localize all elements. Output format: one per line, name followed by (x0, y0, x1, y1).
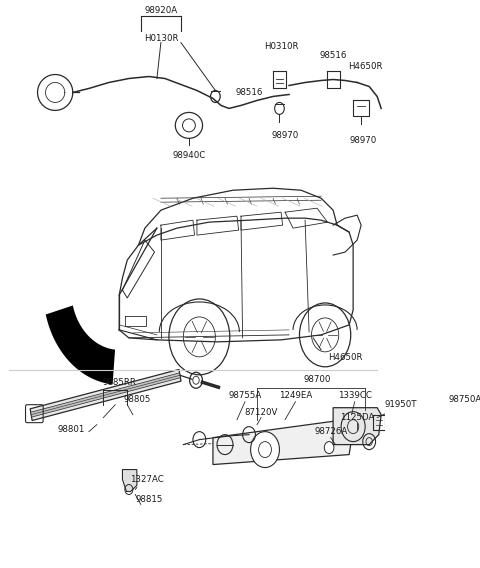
Text: 98726A: 98726A (314, 427, 348, 436)
Text: 98516: 98516 (235, 88, 263, 97)
Text: 9885RR: 9885RR (102, 378, 136, 387)
Text: H0310R: H0310R (264, 42, 298, 51)
Text: 98805: 98805 (123, 395, 151, 404)
Text: 1327AC: 1327AC (130, 475, 163, 484)
Text: 98920A: 98920A (144, 6, 178, 15)
Text: H0130R: H0130R (144, 34, 178, 43)
Text: 1339CC: 1339CC (338, 391, 372, 400)
Circle shape (251, 432, 279, 467)
Text: 98755A: 98755A (228, 391, 262, 400)
Text: 1249EA: 1249EA (279, 391, 312, 400)
Polygon shape (333, 408, 381, 445)
Text: 98516: 98516 (319, 51, 347, 60)
Polygon shape (30, 369, 181, 420)
Text: H4650R: H4650R (328, 353, 362, 362)
Text: 98970: 98970 (349, 136, 376, 145)
Text: 87120V: 87120V (244, 408, 278, 417)
Polygon shape (46, 306, 115, 385)
Polygon shape (213, 420, 353, 465)
Text: 91950T: 91950T (385, 400, 418, 409)
Text: 98940C: 98940C (172, 151, 205, 160)
Text: 98970: 98970 (271, 131, 299, 140)
Text: 98750A: 98750A (449, 395, 480, 404)
Text: 98700: 98700 (303, 375, 331, 385)
Text: 1125DA: 1125DA (340, 413, 374, 422)
Polygon shape (122, 470, 137, 491)
Polygon shape (399, 408, 464, 448)
Circle shape (324, 441, 334, 454)
Polygon shape (31, 373, 180, 417)
Text: 98815: 98815 (135, 495, 163, 504)
Text: 98801: 98801 (58, 425, 85, 434)
Text: H4650R: H4650R (348, 62, 383, 71)
